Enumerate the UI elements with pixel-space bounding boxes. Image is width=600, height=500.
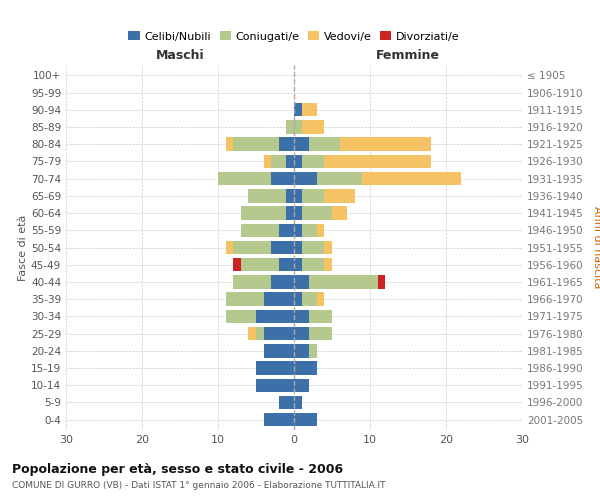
Bar: [241, 206, 286, 220]
Legend: Celibi/Nubili, Coniugati/e, Vedovi/e, Divorziati/e: Celibi/Nubili, Coniugati/e, Vedovi/e, Di…: [124, 27, 464, 46]
Bar: [256, 378, 294, 392]
Bar: [248, 189, 286, 202]
Bar: [302, 120, 325, 134]
Bar: [256, 327, 263, 340]
Bar: [233, 138, 279, 151]
Bar: [294, 258, 302, 272]
Bar: [263, 344, 294, 358]
Bar: [362, 172, 461, 186]
Bar: [294, 396, 302, 409]
Bar: [309, 327, 332, 340]
Bar: [294, 362, 317, 374]
Bar: [309, 138, 340, 151]
Bar: [294, 413, 317, 426]
Bar: [294, 224, 302, 237]
Bar: [286, 206, 294, 220]
Bar: [286, 189, 294, 202]
Text: Popolazione per età, sesso e stato civile - 2006: Popolazione per età, sesso e stato civil…: [12, 462, 343, 475]
Bar: [309, 310, 332, 323]
Bar: [294, 189, 302, 202]
Bar: [340, 138, 431, 151]
Bar: [325, 154, 431, 168]
Bar: [302, 154, 325, 168]
Bar: [279, 396, 294, 409]
Y-axis label: Anni di nascita: Anni di nascita: [592, 206, 600, 289]
Bar: [294, 310, 309, 323]
Bar: [294, 327, 309, 340]
Bar: [294, 378, 309, 392]
Bar: [294, 103, 302, 117]
Bar: [309, 344, 317, 358]
Bar: [294, 206, 302, 220]
Bar: [302, 189, 325, 202]
Bar: [263, 327, 294, 340]
Bar: [294, 154, 302, 168]
Bar: [294, 292, 302, 306]
Bar: [325, 258, 332, 272]
Bar: [233, 275, 271, 288]
Bar: [377, 275, 385, 288]
Bar: [248, 327, 256, 340]
Bar: [302, 206, 332, 220]
Bar: [302, 103, 317, 117]
Bar: [233, 241, 271, 254]
Bar: [263, 292, 294, 306]
Bar: [294, 120, 302, 134]
Bar: [309, 275, 377, 288]
Bar: [279, 138, 294, 151]
Bar: [332, 206, 347, 220]
Text: Femmine: Femmine: [376, 48, 440, 62]
Bar: [294, 344, 309, 358]
Bar: [256, 310, 294, 323]
Bar: [279, 224, 294, 237]
Bar: [263, 154, 271, 168]
Bar: [271, 241, 294, 254]
Bar: [317, 224, 325, 237]
Bar: [294, 275, 309, 288]
Bar: [241, 224, 279, 237]
Bar: [271, 154, 286, 168]
Bar: [317, 172, 362, 186]
Bar: [271, 172, 294, 186]
Bar: [271, 275, 294, 288]
Bar: [294, 138, 309, 151]
Bar: [302, 292, 317, 306]
Bar: [218, 172, 271, 186]
Bar: [226, 310, 256, 323]
Text: COMUNE DI GURRO (VB) - Dati ISTAT 1° gennaio 2006 - Elaborazione TUTTITALIA.IT: COMUNE DI GURRO (VB) - Dati ISTAT 1° gen…: [12, 481, 386, 490]
Bar: [302, 241, 325, 254]
Bar: [294, 172, 317, 186]
Bar: [302, 224, 317, 237]
Y-axis label: Fasce di età: Fasce di età: [18, 214, 28, 280]
Bar: [286, 120, 294, 134]
Bar: [263, 413, 294, 426]
Bar: [241, 258, 279, 272]
Bar: [226, 292, 263, 306]
Bar: [226, 138, 233, 151]
Bar: [226, 241, 233, 254]
Bar: [325, 241, 332, 254]
Bar: [317, 292, 325, 306]
Bar: [279, 258, 294, 272]
Text: Maschi: Maschi: [155, 48, 205, 62]
Bar: [294, 241, 302, 254]
Bar: [302, 258, 325, 272]
Bar: [325, 189, 355, 202]
Bar: [256, 362, 294, 374]
Bar: [286, 154, 294, 168]
Bar: [233, 258, 241, 272]
